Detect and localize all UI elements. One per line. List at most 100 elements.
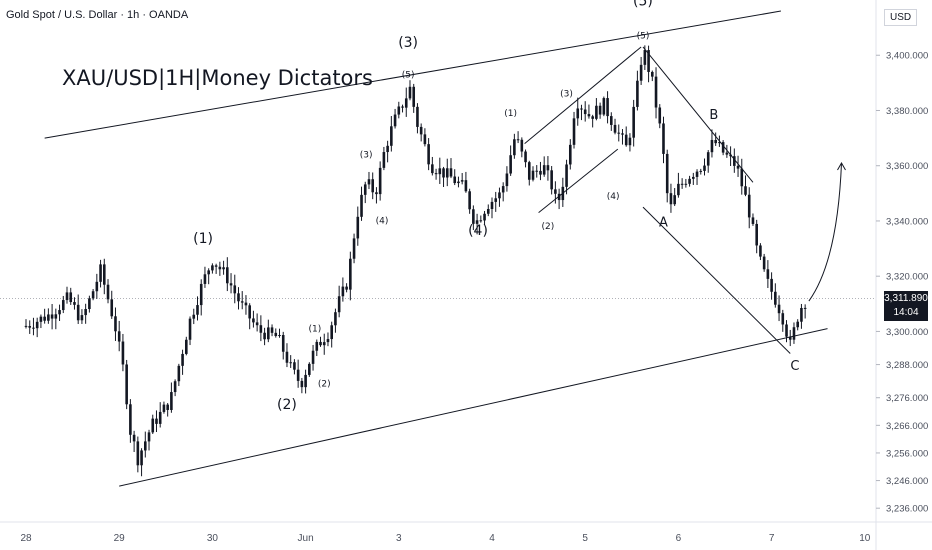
trendline-abc-upper <box>642 46 754 183</box>
candle-body <box>472 209 475 224</box>
price-tick-label: 3,300.000 <box>886 327 928 338</box>
candle-body <box>460 180 464 182</box>
price-tick-label: 3,340.000 <box>886 216 928 227</box>
time-tick-label: 4 <box>489 533 495 544</box>
trendlines <box>44 10 846 487</box>
candle-body <box>24 325 28 327</box>
candle-body <box>237 293 240 302</box>
candle-body <box>158 411 162 424</box>
candle-body <box>449 168 453 177</box>
trendline-wedge-upper <box>524 46 642 145</box>
candle-body <box>99 264 102 282</box>
candle-body <box>222 267 225 270</box>
wave-label: (5) <box>637 32 650 42</box>
wave-label: (3) <box>398 35 418 51</box>
trendline-lower-channel <box>119 328 828 487</box>
time-tick-label: 10 <box>859 533 871 544</box>
candle-body <box>759 245 762 257</box>
price-tick-label: 3,236.000 <box>886 504 928 515</box>
candle-body <box>151 418 155 433</box>
candle-body <box>669 193 673 205</box>
candle-body <box>281 335 285 352</box>
candle-body <box>677 183 680 196</box>
candle-body <box>322 342 326 346</box>
time-tick-label: 29 <box>114 533 126 544</box>
candle-body <box>233 285 237 294</box>
candle-body <box>95 281 99 292</box>
candle-body <box>106 284 110 300</box>
candle-body <box>248 305 251 319</box>
wave-annotations: (1) (2) (3) (4) (5) (1) (2) (3) (4) (5) (1) (2) (3) (… <box>193 0 799 413</box>
candle-body <box>699 170 703 172</box>
candle-body <box>434 173 438 175</box>
candle-body <box>304 374 307 388</box>
candle-body <box>308 363 311 375</box>
candle-body <box>270 327 274 333</box>
candle-body <box>121 341 125 365</box>
wave-label: (2) <box>542 222 555 232</box>
candle-body <box>203 274 207 284</box>
candle-body <box>531 170 535 180</box>
candle-body <box>662 123 665 154</box>
wave-label: (3) <box>560 90 573 100</box>
candle-body <box>147 432 151 442</box>
chart-watermark-text: XAU/USD|1H|Money Dictators <box>62 66 373 90</box>
wave-label: C <box>790 359 799 374</box>
price-tick-label: 3,256.000 <box>886 448 928 459</box>
candle-body <box>80 315 84 321</box>
candle-body <box>84 309 87 316</box>
candle-body <box>166 404 169 410</box>
candle-body <box>714 139 717 144</box>
candle-body <box>218 266 222 270</box>
candle-body <box>397 106 401 115</box>
candle-body <box>378 167 382 195</box>
candle-body <box>665 153 669 194</box>
candle-body <box>132 434 136 442</box>
time-axis[interactable]: 28 29 30 Jun 3 4 5 6 7 10 <box>20 533 870 544</box>
candle-body <box>326 339 330 343</box>
price-axis[interactable]: 3,400.000 3,380.000 3,360.000 3,340.000 3,32… <box>876 51 928 515</box>
candle-body <box>140 450 143 466</box>
candle-body <box>725 152 729 155</box>
candle-body <box>32 327 35 329</box>
trendline-wedge-lower <box>538 148 619 214</box>
candle-body <box>102 264 106 285</box>
candle-body <box>457 181 460 184</box>
candle-body <box>617 132 621 134</box>
candle-body <box>781 313 785 325</box>
candle-body <box>621 133 624 135</box>
candle-body <box>576 108 580 119</box>
candle-body <box>412 86 416 107</box>
candle-body <box>192 314 196 319</box>
candle-body <box>598 105 602 115</box>
candle-body <box>583 109 587 115</box>
candle-body <box>736 165 740 169</box>
candle-body <box>703 165 706 171</box>
candle-body <box>181 353 184 366</box>
candle-body <box>296 369 300 381</box>
candle-body <box>334 312 337 326</box>
wave-label: (3) <box>360 150 373 160</box>
candle-body <box>595 105 598 119</box>
candle-body <box>539 170 542 175</box>
candle-body <box>345 286 348 290</box>
candle-body <box>259 325 263 333</box>
candle-body <box>609 116 613 125</box>
candle-body <box>505 173 509 187</box>
candle-body <box>468 191 471 210</box>
candle-body <box>311 350 315 364</box>
candle-body <box>464 180 468 192</box>
current-price-value: 3,311.890 <box>884 293 928 304</box>
currency-label[interactable]: USD <box>884 9 918 26</box>
candle-body <box>565 164 568 187</box>
candle-body <box>792 327 796 340</box>
candle-body <box>710 139 714 153</box>
candle-body <box>740 168 744 187</box>
candle-body <box>475 220 479 224</box>
candle-body <box>777 304 781 314</box>
wave-label: (5) <box>402 70 415 80</box>
candle-body <box>293 362 296 370</box>
time-tick-label: 3 <box>396 533 402 544</box>
